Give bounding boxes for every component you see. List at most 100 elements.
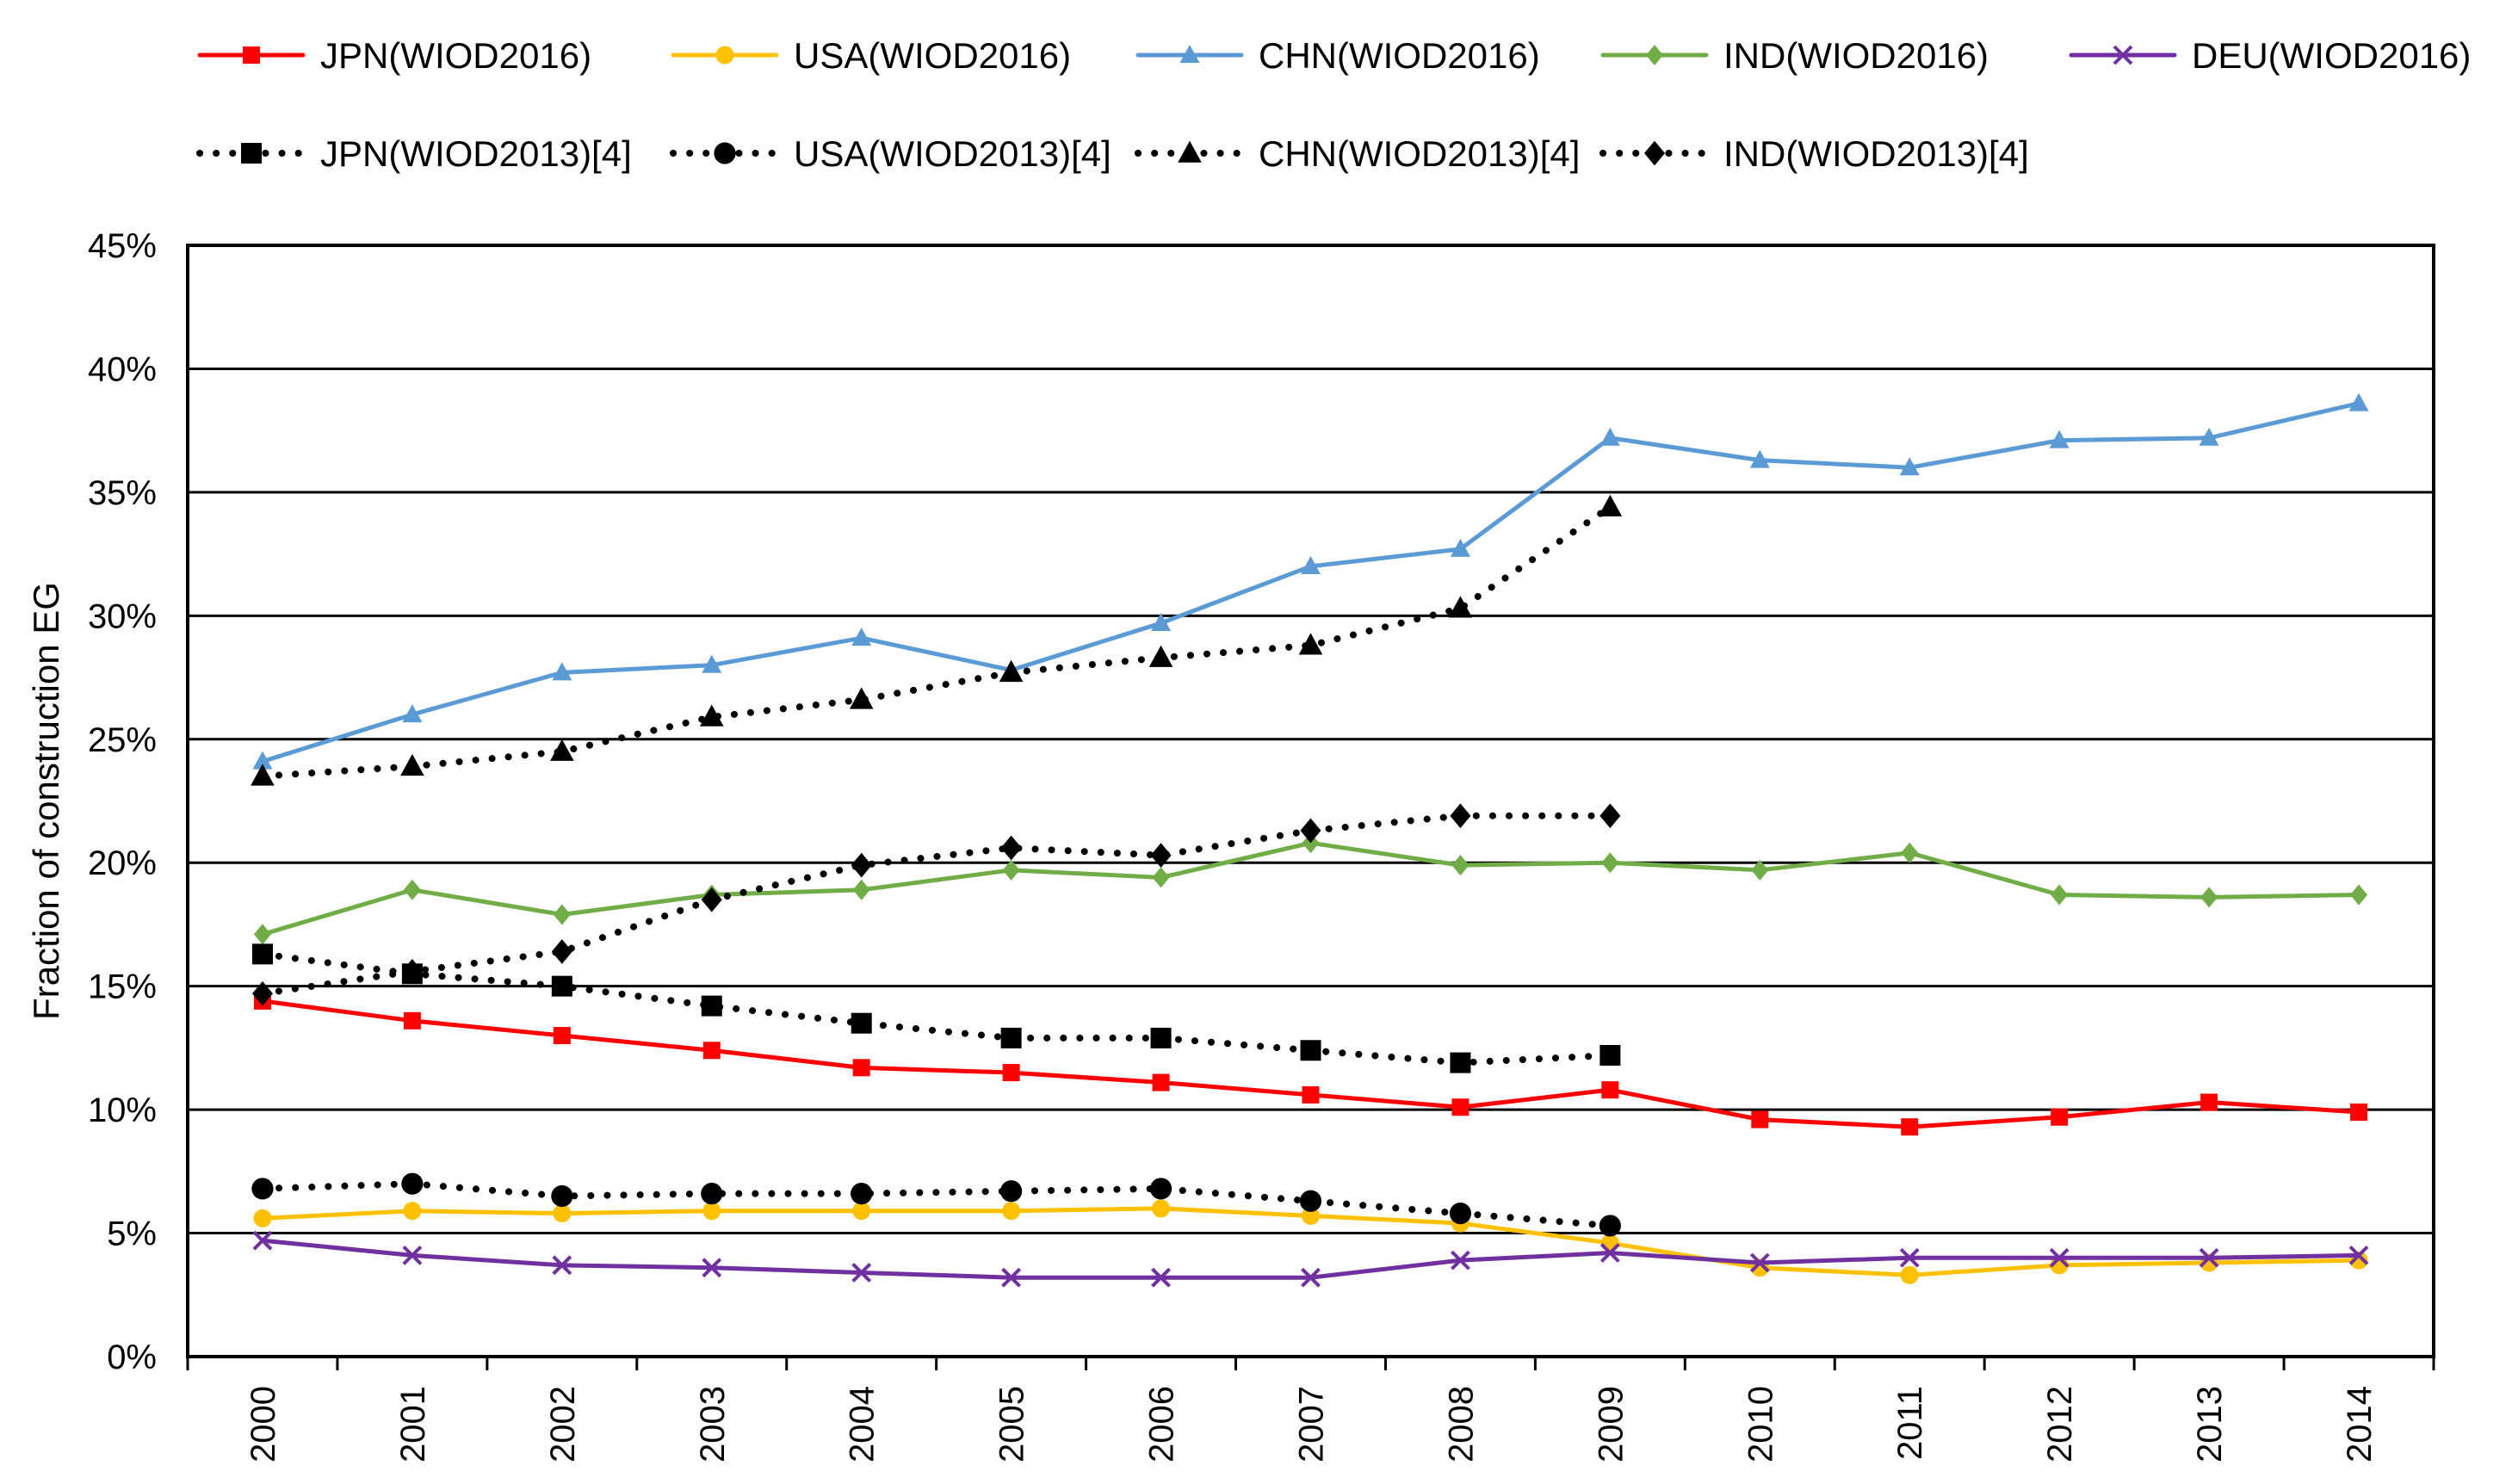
data-point bbox=[252, 751, 273, 770]
y-tick-label: 0% bbox=[107, 1339, 157, 1376]
data-point bbox=[1151, 612, 1172, 631]
data-point bbox=[2200, 1093, 2218, 1111]
data-point bbox=[2199, 1247, 2219, 1268]
legend-item-deu-wiod2016: DEU(WIOD2016) bbox=[2069, 35, 2471, 76]
data-point bbox=[1152, 1073, 1170, 1091]
data-point bbox=[1150, 1027, 1172, 1048]
data-point bbox=[402, 704, 423, 723]
legend-swatch-marker bbox=[2113, 45, 2133, 65]
data-point bbox=[1899, 1247, 1920, 1268]
series-line bbox=[258, 950, 1614, 1067]
data-point bbox=[2199, 427, 2219, 446]
data-point bbox=[401, 1172, 424, 1195]
x-tick-label: 2007 bbox=[1293, 1386, 1331, 1462]
legend-label: CHN(WIOD2013)[4] bbox=[1259, 133, 1580, 174]
series-line bbox=[260, 840, 2361, 937]
legend-swatch-marker bbox=[241, 143, 262, 164]
data-point bbox=[851, 1012, 872, 1034]
data-point bbox=[1601, 1081, 1619, 1099]
data-point bbox=[2348, 393, 2369, 411]
data-point bbox=[402, 1245, 423, 1265]
data-point bbox=[251, 980, 273, 1006]
data-point bbox=[551, 939, 572, 964]
legend-swatch-marker bbox=[1179, 45, 1200, 63]
data-point bbox=[401, 959, 423, 984]
legend-label: IND(WIOD2013)[4] bbox=[1723, 133, 2029, 174]
data-point bbox=[1301, 555, 1321, 574]
data-point bbox=[1300, 818, 1321, 844]
data-point bbox=[1448, 596, 1473, 618]
data-point bbox=[2350, 884, 2368, 906]
series-line bbox=[260, 1238, 2361, 1280]
y-tick-label: 10% bbox=[88, 1091, 157, 1129]
data-point bbox=[1001, 1267, 1022, 1288]
legend-item-chn-wiod2016: CHN(WIOD2016) bbox=[1135, 35, 1540, 76]
legend-label: IND(WIOD2016) bbox=[1723, 35, 1989, 76]
series-layer bbox=[251, 393, 2369, 1288]
data-point bbox=[999, 659, 1024, 683]
series-line bbox=[260, 999, 2361, 1129]
data-point bbox=[1302, 1206, 1320, 1225]
data-point bbox=[1451, 1250, 1470, 1271]
y-tick-label: 40% bbox=[88, 350, 157, 388]
x-tick-label: 2008 bbox=[1442, 1386, 1480, 1462]
chart-legend: JPN(WIOD2016) USA(WIOD2016) CHN(WIOD2016) I… bbox=[196, 35, 2471, 174]
legend-swatch-marker bbox=[1644, 140, 1665, 166]
data-point bbox=[1150, 843, 1172, 869]
data-point bbox=[2350, 1103, 2368, 1121]
series-line bbox=[258, 812, 1614, 998]
data-point bbox=[1301, 1267, 1321, 1288]
x-tick-label: 2011 bbox=[1891, 1386, 1929, 1460]
data-point bbox=[251, 764, 275, 786]
legend-label: JPN(WIOD2013)[4] bbox=[320, 133, 632, 174]
data-point bbox=[1151, 1267, 1171, 1288]
data-point bbox=[1599, 1215, 1621, 1237]
x-tick-label: 2012 bbox=[2041, 1386, 2079, 1462]
data-point bbox=[702, 1202, 721, 1221]
data-point bbox=[553, 904, 571, 925]
legend-item-usa-wiod2013-4: USA(WIOD2013)[4] bbox=[670, 133, 1111, 174]
x-tick-label: 2002 bbox=[544, 1386, 582, 1462]
data-point bbox=[1002, 1064, 1020, 1082]
data-point bbox=[1599, 1243, 1620, 1263]
x-tick-label: 2001 bbox=[394, 1386, 432, 1462]
data-point bbox=[2348, 1245, 2369, 1265]
legend-swatch-marker bbox=[243, 46, 260, 64]
series-usa-wiod2016 bbox=[253, 1199, 2368, 1284]
legend-label: DEU(WIOD2016) bbox=[2192, 35, 2471, 76]
data-point bbox=[852, 1059, 870, 1077]
series-chn-wiod2016 bbox=[252, 393, 2369, 770]
data-point bbox=[2051, 884, 2069, 906]
data-point bbox=[852, 879, 870, 900]
series-chn-wiod2013-4 bbox=[251, 494, 1623, 786]
data-point bbox=[851, 852, 872, 878]
x-tick-label: 2004 bbox=[844, 1386, 882, 1462]
x-tick-label: 2014 bbox=[2341, 1386, 2379, 1462]
legend-swatch-marker bbox=[714, 142, 736, 164]
data-point bbox=[552, 1255, 572, 1276]
legend-item-jpn-wiod2013-4: JPN(WIOD2013)[4] bbox=[196, 133, 632, 174]
data-point bbox=[1749, 449, 1770, 468]
data-point bbox=[702, 1042, 721, 1060]
data-point bbox=[1450, 538, 1470, 557]
x-axis-ticks: 2000 2001 2002 2003 2004 2005 2006 2007 2008 2009… bbox=[186, 1357, 2435, 1462]
series-ind-wiod2013-4 bbox=[251, 803, 1621, 1006]
data-point bbox=[702, 1258, 722, 1278]
data-point bbox=[1451, 1098, 1469, 1116]
data-point bbox=[1601, 852, 1619, 874]
legend-swatch-marker bbox=[1646, 45, 1663, 65]
data-point bbox=[702, 654, 722, 673]
gridlines bbox=[188, 367, 2434, 1235]
data-point bbox=[251, 943, 273, 965]
legend-item-chn-wiod2013-4: CHN(WIOD2013)[4] bbox=[1135, 133, 1580, 174]
data-point bbox=[403, 1202, 422, 1221]
data-point bbox=[1598, 494, 1623, 516]
data-point bbox=[852, 1202, 871, 1221]
data-point bbox=[1451, 855, 1469, 876]
y-tick-label: 20% bbox=[88, 844, 157, 882]
data-point bbox=[400, 753, 424, 776]
data-point bbox=[1599, 1044, 1621, 1066]
data-point bbox=[403, 1011, 421, 1030]
series-deu-wiod2016 bbox=[252, 1230, 2369, 1288]
